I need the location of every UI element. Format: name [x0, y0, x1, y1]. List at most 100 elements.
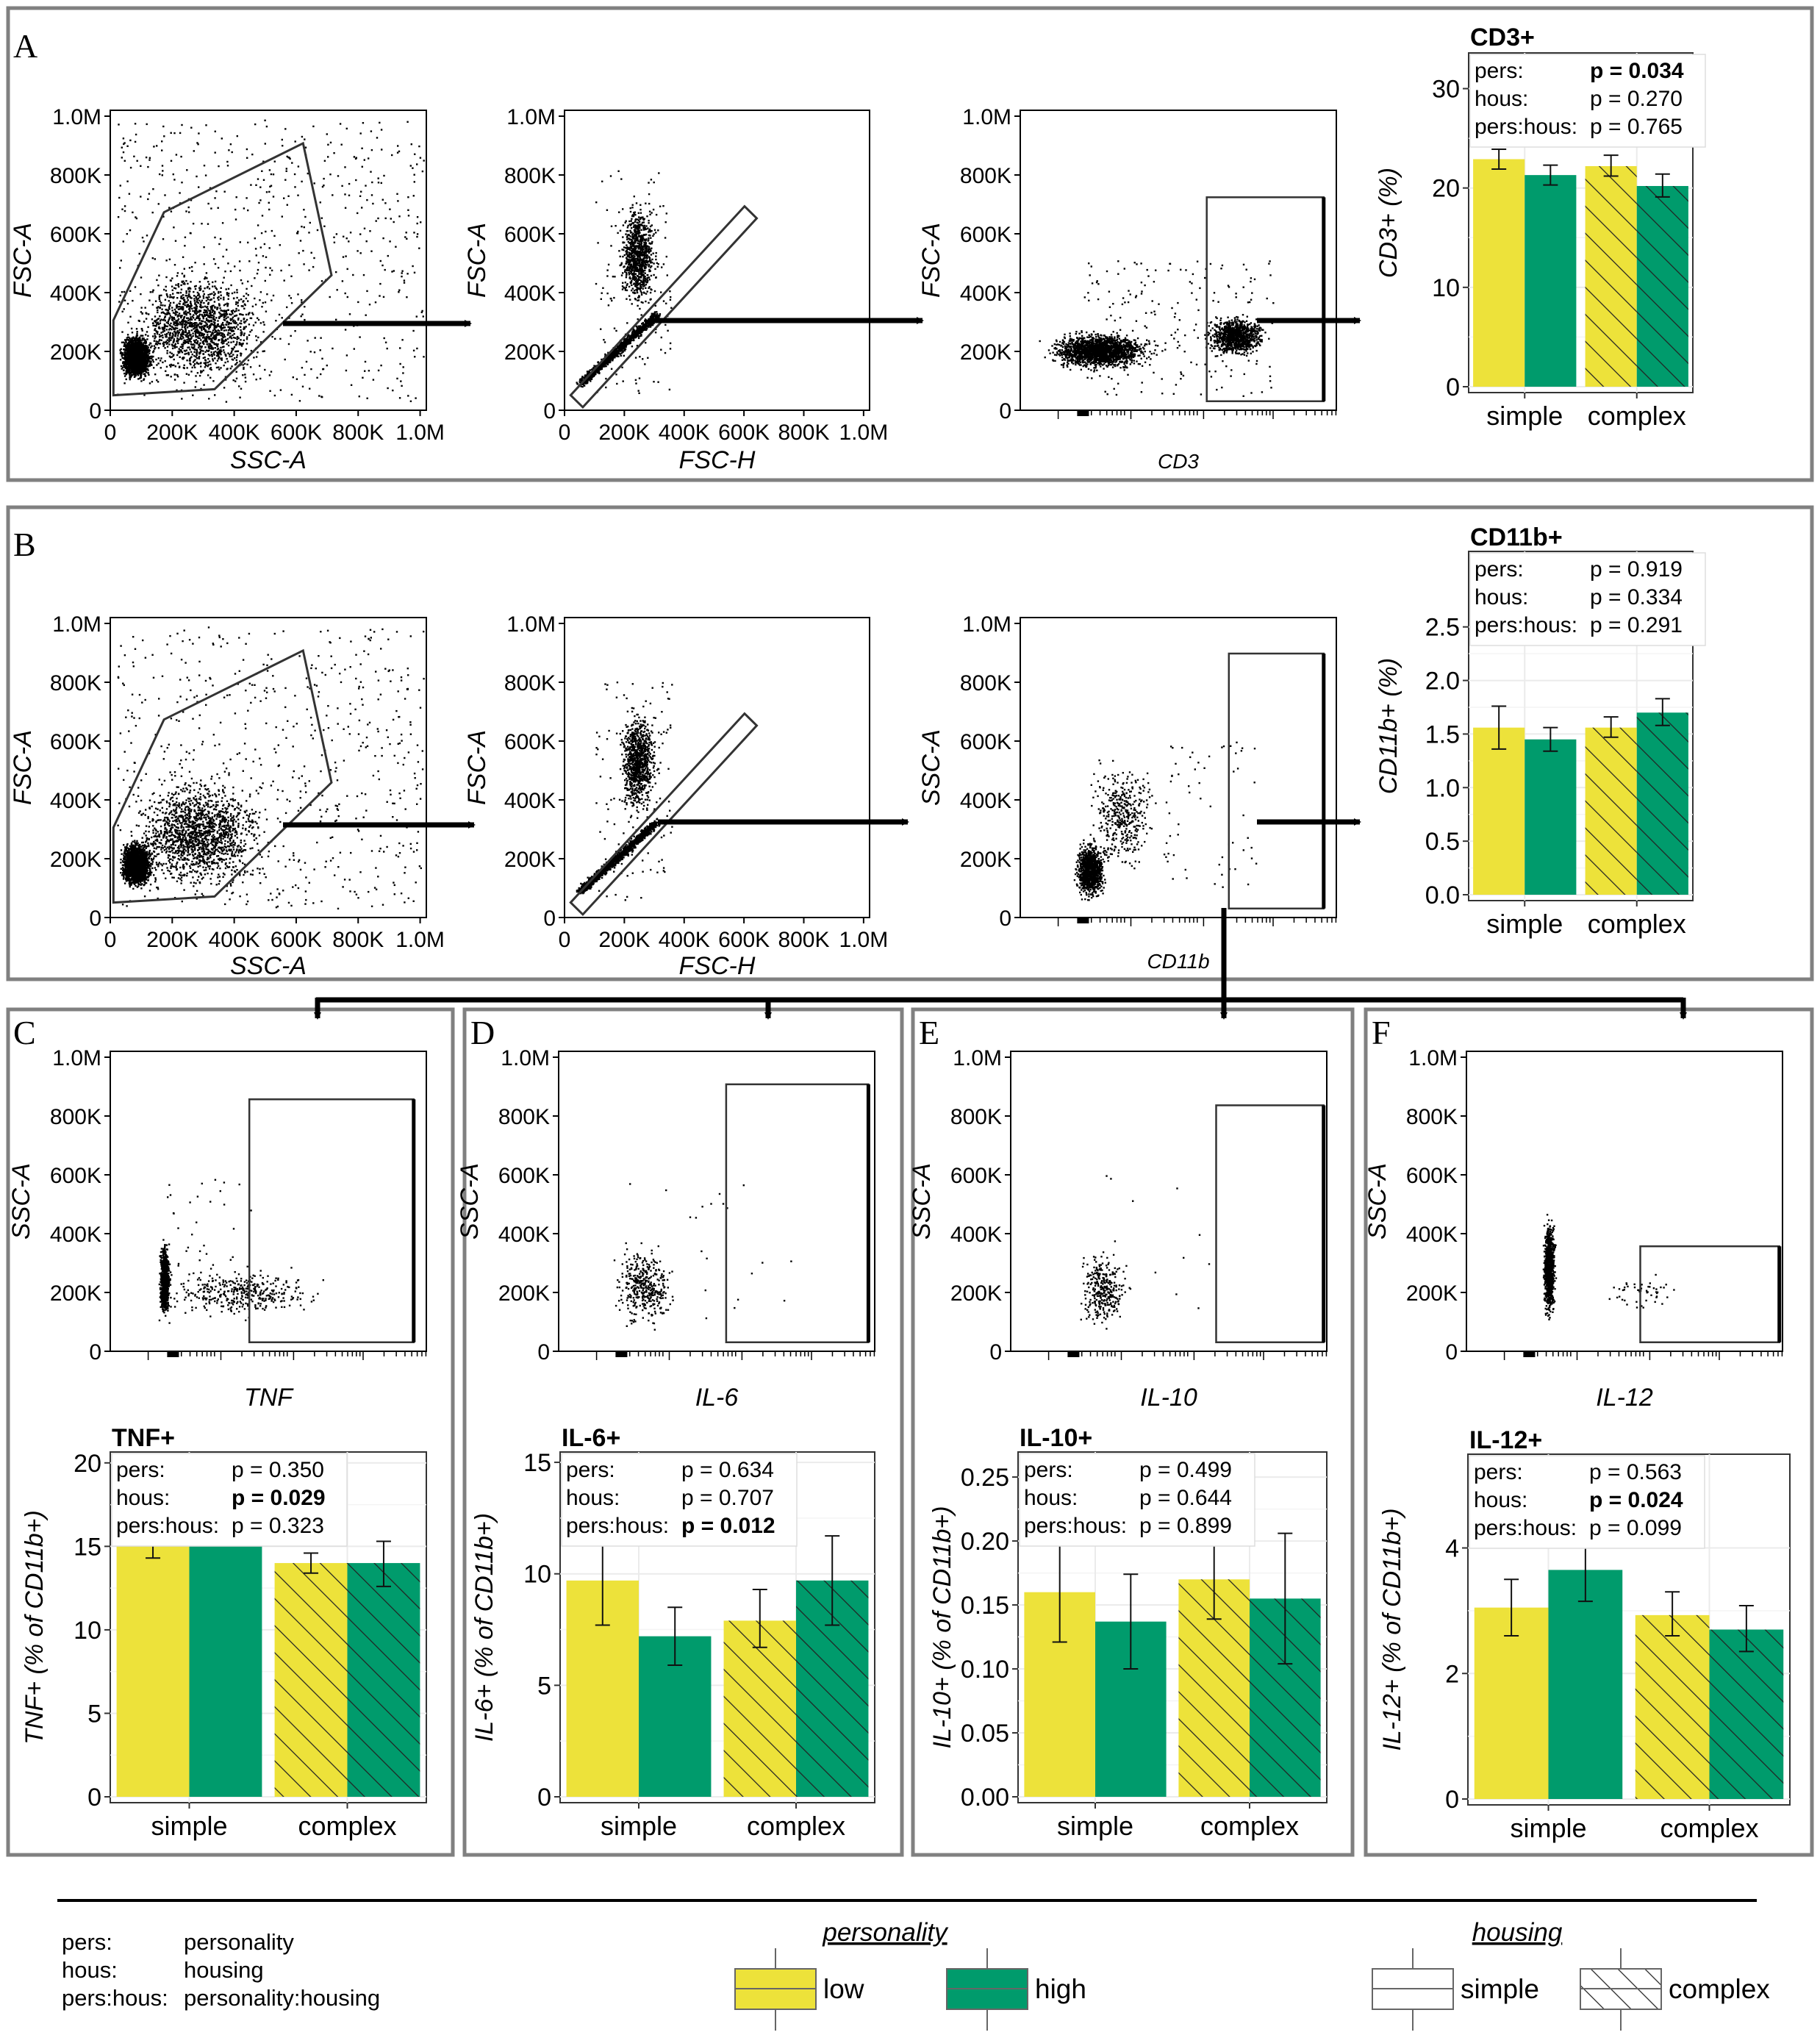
event-dot	[160, 312, 163, 314]
event-dot	[125, 370, 128, 372]
event-dot	[265, 256, 268, 258]
event-dot	[184, 329, 187, 332]
event-dot	[194, 359, 196, 361]
event-dot	[189, 358, 191, 360]
event-dot	[173, 312, 176, 315]
event-dot	[165, 290, 168, 292]
event-dot	[201, 320, 204, 323]
event-dot	[262, 255, 265, 257]
event-dot	[183, 367, 185, 370]
event-dot	[124, 356, 126, 359]
event-dot	[230, 329, 233, 332]
event-dot	[279, 244, 281, 246]
event-dot	[280, 269, 282, 272]
event-dot	[223, 296, 225, 298]
event-dot	[146, 331, 148, 333]
event-dot	[210, 308, 212, 310]
event-dot	[307, 340, 309, 342]
event-dot	[152, 355, 154, 358]
event-dot	[291, 162, 293, 164]
event-dot	[149, 362, 152, 364]
event-dot	[178, 348, 180, 350]
event-dot	[226, 313, 229, 315]
event-dot	[287, 195, 290, 197]
event-dot	[171, 289, 173, 291]
event-dot	[185, 279, 187, 282]
event-dot	[129, 364, 131, 367]
event-dot	[196, 300, 198, 302]
event-dot	[165, 321, 168, 323]
event-dot	[182, 317, 185, 320]
event-dot	[132, 357, 134, 360]
event-dot	[370, 149, 373, 151]
event-dot	[132, 342, 135, 344]
event-dot	[124, 354, 126, 357]
event-dot	[590, 380, 592, 382]
event-dot	[151, 318, 154, 321]
event-dot	[169, 335, 171, 337]
event-dot	[129, 338, 132, 340]
event-dot	[123, 210, 126, 212]
event-dot	[223, 335, 226, 338]
event-dot	[272, 196, 275, 198]
event-dot	[209, 376, 212, 379]
event-dot	[173, 330, 176, 333]
event-dot	[268, 201, 270, 204]
event-dot	[207, 315, 210, 318]
event-dot	[407, 209, 409, 211]
event-dot	[126, 344, 129, 347]
panel-label-a: A	[13, 27, 37, 65]
event-dot	[186, 367, 188, 369]
event-dot	[136, 368, 138, 371]
event-dot	[158, 294, 161, 297]
event-dot	[127, 349, 129, 351]
event-dot	[419, 157, 422, 159]
event-dot	[208, 349, 210, 351]
event-dots	[117, 119, 425, 403]
event-dot	[193, 298, 196, 300]
event-dot	[193, 360, 196, 362]
event-dot	[210, 368, 212, 371]
event-dot	[136, 371, 139, 374]
event-dot	[407, 395, 409, 397]
event-dot	[239, 313, 242, 315]
event-dot	[340, 143, 343, 146]
event-dot	[194, 366, 196, 368]
event-dot	[217, 307, 219, 309]
event-dot	[416, 235, 418, 238]
event-dot	[164, 304, 166, 307]
event-dot	[159, 315, 161, 318]
event-dot	[207, 346, 210, 348]
event-dot	[180, 333, 182, 336]
event-dot	[240, 320, 243, 322]
event-dot	[155, 330, 157, 332]
event-dot	[164, 315, 167, 318]
event-dot	[199, 362, 201, 365]
event-dot	[146, 354, 149, 357]
event-dot	[166, 352, 168, 354]
event-dot	[190, 371, 193, 373]
event-dot	[165, 335, 167, 338]
event-dot	[345, 237, 348, 240]
event-dot	[220, 353, 222, 356]
event-dot	[213, 323, 216, 325]
event-dot	[213, 318, 215, 321]
event-dot	[226, 293, 229, 295]
event-dot	[209, 316, 211, 318]
event-dot	[129, 346, 131, 349]
event-dot	[156, 343, 159, 346]
event-dot	[223, 335, 226, 337]
event-dot	[177, 292, 180, 294]
event-dot	[239, 326, 242, 328]
event-dot	[218, 366, 220, 368]
event-dot	[214, 197, 216, 199]
event-dot	[140, 311, 143, 313]
event-dot	[236, 336, 239, 339]
event-dot	[193, 150, 195, 152]
event-dot	[168, 258, 171, 260]
event-dot	[398, 289, 401, 291]
event-dot	[254, 321, 257, 323]
event-dot	[142, 354, 144, 356]
event-dot	[180, 296, 182, 298]
